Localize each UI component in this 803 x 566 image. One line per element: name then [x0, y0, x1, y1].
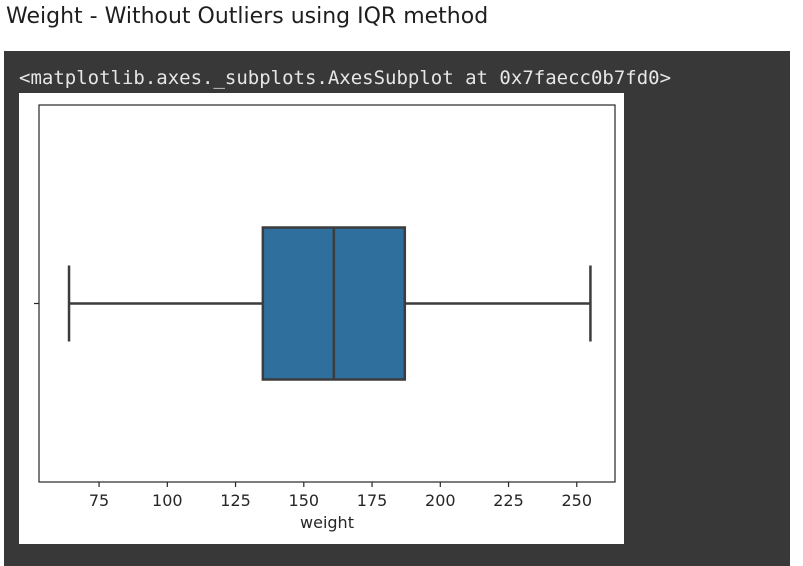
x-tick-label: 150 [289, 491, 320, 510]
x-tick-label: 225 [493, 491, 524, 510]
figure-canvas: 75 100 125 150 175 200 225 250 weight [19, 93, 624, 544]
notebook-output-cell: <matplotlib.axes._subplots.AxesSubplot a… [4, 51, 790, 566]
x-tick-label: 100 [152, 491, 183, 510]
output-repr-text: <matplotlib.axes._subplots.AxesSubplot a… [19, 67, 672, 89]
plot-frame [38, 104, 616, 483]
x-tick-label: 175 [357, 491, 388, 510]
x-tick-label: 250 [562, 491, 593, 510]
x-tick-label: 75 [89, 491, 109, 510]
x-tick-label: 125 [220, 491, 251, 510]
x-axis-label: weight [300, 513, 354, 532]
boxplot-chart: 75 100 125 150 175 200 225 250 weight [34, 104, 616, 532]
x-tick-label: 200 [425, 491, 456, 510]
page-title: Weight - Without Outliers using IQR meth… [6, 4, 489, 29]
